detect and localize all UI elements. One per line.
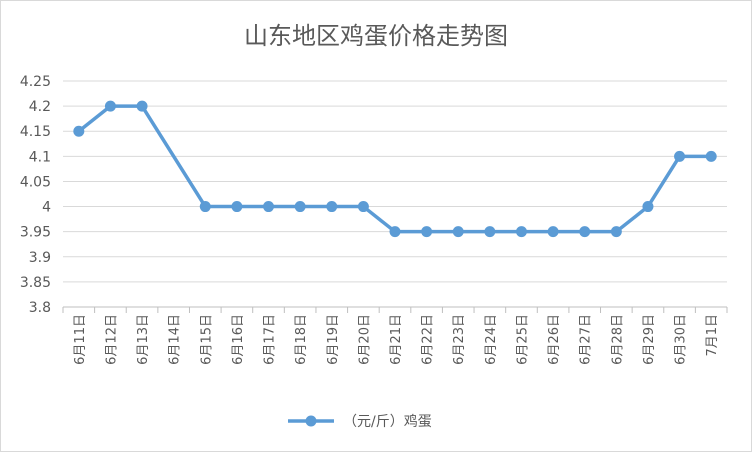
y-tick-label: 4.1 xyxy=(29,149,51,165)
data-point[interactable] xyxy=(515,226,527,238)
series-line-0 xyxy=(77,104,713,234)
x-tick-label: 6月24日 xyxy=(484,314,499,365)
x-tick-label: 6月30日 xyxy=(674,314,689,365)
data-point[interactable] xyxy=(547,226,559,238)
data-point[interactable] xyxy=(136,100,148,112)
gridlines xyxy=(63,80,727,308)
x-tick-label: 6月19日 xyxy=(326,314,341,365)
y-tick-label: 3.95 xyxy=(20,225,51,241)
data-point[interactable] xyxy=(579,226,591,238)
data-point[interactable] xyxy=(610,226,622,238)
x-tick-label: 6月26日 xyxy=(547,314,562,365)
legend-dot-marker xyxy=(305,415,317,427)
y-tick-label: 4 xyxy=(42,200,51,216)
x-tick-label: 6月14日 xyxy=(168,314,183,365)
x-axis xyxy=(62,306,728,313)
x-tick-label: 6月21日 xyxy=(389,314,404,365)
y-tick-label: 4.05 xyxy=(20,174,51,190)
legend-label: （元/斤）鸡蛋 xyxy=(343,413,432,430)
data-point[interactable] xyxy=(421,226,433,238)
x-tick-label: 6月15日 xyxy=(199,314,214,365)
x-tick-label: 6月17日 xyxy=(263,314,278,365)
data-point[interactable] xyxy=(452,226,464,238)
x-tick-label: 6月28日 xyxy=(610,314,625,365)
y-tick-label: 3.85 xyxy=(20,275,51,291)
y-tick-label: 3.8 xyxy=(29,300,51,316)
data-point[interactable] xyxy=(642,201,654,213)
series-points xyxy=(73,100,717,238)
data-point[interactable] xyxy=(674,150,686,162)
chart-title: 山东地区鸡蛋价格走势图 xyxy=(244,22,508,50)
x-tick-label: 7月1日 xyxy=(705,314,720,357)
x-tick-label: 6月25日 xyxy=(515,314,530,365)
x-tick-label: 6月29日 xyxy=(642,314,657,365)
y-tick-label: 3.9 xyxy=(29,250,51,266)
x-tick-label: 6月22日 xyxy=(421,314,436,365)
x-tick-label: 6月18日 xyxy=(294,314,309,365)
data-point[interactable] xyxy=(231,201,243,213)
data-point[interactable] xyxy=(73,125,85,137)
y-tick-label: 4.15 xyxy=(20,124,51,140)
y-axis-ticks: 3.8 3.85 3.9 3.95 4 4.05 4.1 4.15 4.2 4.25 xyxy=(20,74,51,316)
x-tick-label: 6月12日 xyxy=(104,314,119,365)
data-point[interactable] xyxy=(357,201,369,213)
data-point[interactable] xyxy=(326,201,338,213)
y-tick-label: 4.25 xyxy=(20,74,51,90)
data-point[interactable] xyxy=(705,150,717,162)
x-tick-label: 6月27日 xyxy=(579,314,594,365)
x-tick-label: 6月20日 xyxy=(357,314,372,365)
data-point[interactable] xyxy=(484,226,496,238)
y-tick-label: 4.2 xyxy=(29,99,51,115)
x-axis-ticks: 6月11日 6月12日 6月13日 6月14日 6月15日 6月16日 6月17日 6月18日… xyxy=(73,314,720,365)
x-tick-label: 6月23日 xyxy=(452,314,467,365)
x-tick-label: 6月16日 xyxy=(231,314,246,365)
data-point[interactable] xyxy=(199,201,211,213)
data-point[interactable] xyxy=(104,100,116,112)
series-lines xyxy=(77,104,713,234)
legend[interactable]: （元/斤）鸡蛋 xyxy=(288,413,432,430)
data-point[interactable] xyxy=(263,201,275,213)
data-point[interactable] xyxy=(294,201,306,213)
x-tick-label: 6月11日 xyxy=(73,314,88,365)
x-tick-label: 6月13日 xyxy=(136,314,151,365)
data-point[interactable] xyxy=(389,226,401,238)
